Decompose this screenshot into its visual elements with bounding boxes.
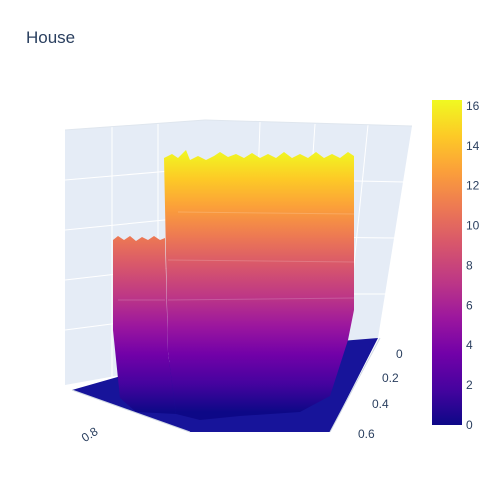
x-tick-label-0: 0.8: [79, 424, 101, 445]
x-axis-line: [71, 389, 191, 433]
colorbar-tick-label: 12: [466, 179, 480, 193]
colorbar-tick-label: 4: [466, 338, 473, 352]
colorbar-tick-label: 6: [466, 298, 473, 312]
colorbar-tick-label: 16: [466, 99, 480, 113]
y-tick-label-1: 0.2: [382, 371, 399, 385]
y-axis-line: [329, 337, 381, 433]
surface-house[interactable]: [113, 150, 355, 420]
y-axis-ticks: 0 0.2 0.4 0.6: [358, 347, 403, 441]
surface-left-peak: [140, 282, 158, 380]
colorbar-tick-label: 0: [466, 418, 473, 432]
colorbar[interactable]: 0 2 4 6 8 10 12 14 16: [432, 99, 480, 432]
colorbar-tick-label: 10: [466, 219, 480, 233]
colorbar-tick-label: 14: [466, 139, 480, 153]
y-tick-label-2: 0.4: [372, 397, 389, 411]
colorbar-tick-label: 2: [466, 378, 473, 392]
y-tick-label-3: 0.6: [358, 427, 375, 441]
x-axis-ticks: 0.8: [79, 424, 101, 445]
chart-title: House: [26, 28, 76, 47]
colorbar-ticks: 0 2 4 6 8 10 12 14 16: [466, 99, 480, 432]
colorbar-tick-label: 8: [466, 258, 473, 272]
surface-roof-ridge: [226, 185, 280, 410]
y-tick-label-0: 0: [396, 347, 403, 361]
colorbar-gradient: [432, 100, 462, 425]
